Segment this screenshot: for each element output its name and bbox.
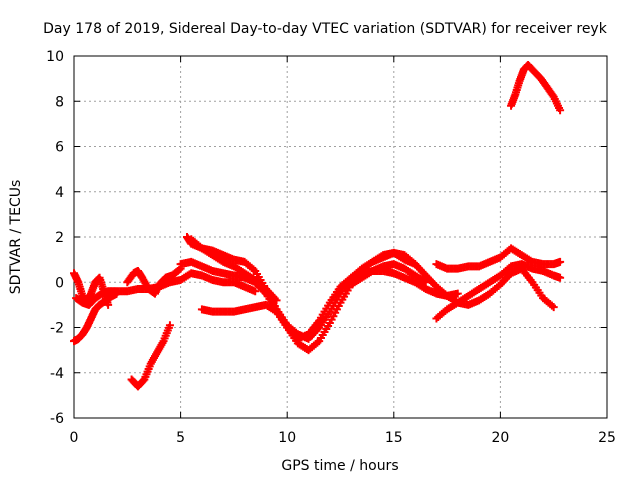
- data-point: [165, 321, 174, 330]
- series-arc-6: [182, 233, 420, 343]
- series-arc-8: [197, 266, 462, 343]
- y-tick-label: -6: [50, 411, 64, 427]
- data-point: [104, 300, 113, 309]
- x-tick-label: 15: [385, 430, 403, 446]
- y-axis-label: SDTVAR / TECUs: [8, 180, 24, 295]
- y-tick-label: 8: [55, 94, 64, 110]
- x-tick-label: 0: [70, 430, 79, 446]
- data-point: [453, 289, 462, 298]
- y-tick-label: 10: [46, 49, 64, 65]
- data-point: [175, 265, 184, 274]
- series-arc-13: [507, 61, 565, 115]
- series-arc-5: [123, 264, 185, 298]
- data-point: [556, 273, 565, 282]
- data-points: [70, 61, 565, 391]
- x-tick-label: 5: [176, 430, 185, 446]
- x-tick-label: 20: [491, 430, 509, 446]
- y-tick-label: 6: [55, 140, 64, 156]
- x-tick-label: 10: [278, 430, 296, 446]
- y-tick-label: -2: [50, 321, 64, 337]
- grid-lines: [74, 56, 607, 418]
- data-point: [272, 296, 281, 305]
- data-point: [549, 303, 558, 312]
- chart-title: Day 178 of 2019, Sidereal Day-to-day VTE…: [43, 21, 608, 37]
- y-tick-label: -4: [50, 366, 64, 382]
- x-tick-label: 25: [598, 430, 616, 446]
- y-tick-label: 2: [55, 230, 64, 246]
- data-point: [556, 106, 565, 115]
- series-arc-7: [176, 257, 430, 355]
- series-arc-10: [368, 248, 558, 312]
- series-arc-9: [187, 235, 281, 305]
- y-tick-label: 0: [55, 275, 64, 291]
- axis-ticks: 0 5 10 15 20 25 -6 -4 -2 0 2 4 6 8 10: [46, 49, 616, 446]
- y-tick-label: 4: [55, 185, 64, 201]
- x-axis-label: GPS time / hours: [281, 458, 398, 474]
- series-arc-4: [127, 321, 174, 391]
- data-point: [556, 257, 565, 266]
- data-point: [251, 287, 260, 296]
- series-arc-11: [432, 260, 565, 323]
- series-arc-12: [432, 244, 565, 273]
